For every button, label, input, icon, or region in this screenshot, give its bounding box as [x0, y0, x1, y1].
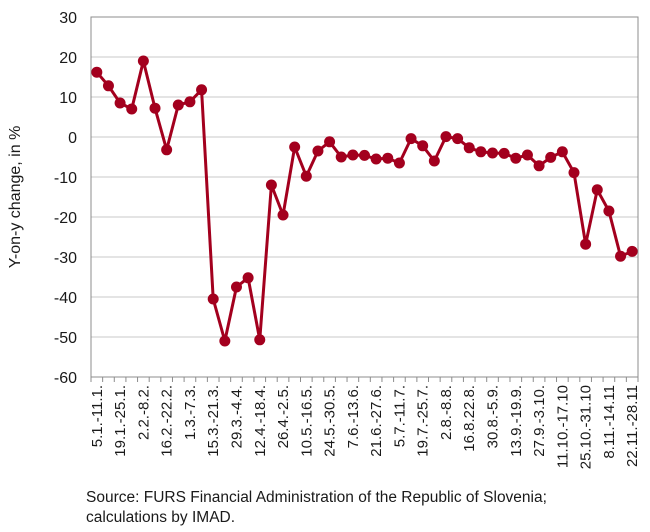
data-point	[230, 281, 242, 293]
y-tick-label: 0	[68, 130, 77, 147]
chart: 30 20 10 0 -10 -20 -30 -40 -50 -60 5.1.-11.1. 19.1…	[7, 10, 641, 469]
data-point	[359, 149, 370, 161]
x-tick-label: 27.9.-3.10.	[531, 385, 548, 457]
data-point	[207, 293, 219, 305]
data-point	[114, 97, 126, 109]
data-point	[265, 179, 277, 191]
data-point	[626, 245, 638, 257]
y-tick-label: -30	[54, 250, 77, 267]
data-point	[603, 205, 615, 217]
grid	[91, 16, 638, 378]
data-point	[289, 141, 301, 153]
data-point	[277, 209, 289, 221]
x-tick-label: 26.4.-2.5.	[275, 385, 292, 448]
data-point	[428, 155, 440, 167]
x-tick-label: 29.3.-4.4.	[228, 385, 245, 448]
x-tick-label: 10.5.-16.5.	[298, 385, 315, 457]
y-tick-label: -50	[54, 330, 77, 347]
data-point	[452, 133, 464, 145]
data-point	[498, 147, 510, 159]
data-point	[405, 133, 417, 145]
data-point	[591, 184, 603, 196]
x-tick-label: 16.2.-22.2.	[159, 385, 176, 457]
data-point	[568, 167, 580, 179]
data-point	[370, 153, 382, 165]
data-point	[300, 170, 312, 182]
x-tick-label: 2.2.-8.2.	[135, 385, 152, 440]
y-tick-label: -60	[54, 370, 77, 387]
x-tick-label: 22.11.-28.11	[624, 385, 641, 467]
data-point	[382, 152, 394, 164]
data-point	[324, 136, 336, 148]
x-tick-label: 16.8.22.8.	[461, 385, 478, 452]
x-tick-label: 21.6.-27.6.	[368, 385, 385, 457]
x-tick-label: 5.7.-11.7.	[391, 385, 408, 447]
x-tick-label: 8.11.-14.11	[601, 385, 618, 459]
x-tick-label: 24.5.-30.5.	[322, 385, 339, 457]
data-point	[393, 157, 405, 169]
x-tick-label: 7.6.-13.6.	[345, 385, 362, 448]
data-point	[137, 55, 149, 67]
x-tick-label: 12.4.-18.4.	[252, 385, 269, 457]
source-note: Source: FURS Financial Administration of…	[86, 489, 547, 526]
data-point	[172, 99, 184, 111]
data-point	[196, 84, 208, 96]
series-points	[91, 55, 638, 347]
data-point	[580, 238, 592, 250]
y-tick-label: -40	[54, 290, 77, 307]
data-point	[533, 160, 545, 172]
x-axis: 5.1.-11.1. 19.1.-25.1. 2.2.-8.2. 16.2.-22.2…	[89, 377, 641, 469]
y-axis-label: Y-on-y change, in %	[7, 126, 24, 269]
x-tick-label: 2.8.-8.8.	[438, 385, 455, 440]
data-point	[335, 151, 347, 163]
y-axis: 30 20 10 0 -10 -20 -30 -40 -50 -60	[54, 10, 77, 387]
data-point	[556, 146, 568, 158]
y-tick-label: 10	[59, 90, 77, 107]
data-point	[312, 145, 324, 157]
x-tick-label: 19.7.-25.7.	[415, 385, 432, 457]
x-tick-label: 13.9.-19.9.	[508, 385, 525, 457]
data-point	[184, 96, 196, 108]
x-tick-label: 5.1.-11.1.	[89, 385, 106, 447]
data-point	[615, 250, 627, 262]
x-tick-label: 19.1.-25.1.	[112, 385, 129, 457]
data-point	[545, 151, 557, 163]
y-tick-label: -20	[54, 210, 77, 227]
data-point	[440, 131, 452, 143]
data-point	[91, 66, 103, 78]
y-tick-label: -10	[54, 170, 77, 187]
x-tick-label: 25.10.-31.10	[578, 385, 595, 469]
data-point	[161, 144, 173, 156]
data-point	[463, 142, 475, 154]
data-point	[475, 146, 487, 158]
data-point	[521, 149, 533, 161]
data-point	[126, 103, 138, 115]
data-point	[254, 334, 266, 346]
data-point	[242, 272, 254, 284]
y-tick-label: 30	[59, 10, 77, 27]
x-tick-label: 11.10.-17.10	[554, 385, 571, 468]
plot-frame	[90, 16, 639, 378]
data-point	[417, 140, 429, 152]
data-point	[487, 147, 499, 159]
data-point	[149, 102, 161, 114]
x-tick-label: 1.3.-7.3.	[182, 385, 199, 440]
data-point	[510, 152, 522, 164]
y-tick-label: 20	[59, 50, 77, 67]
x-tick-label: 15.3.-21.3.	[205, 385, 222, 457]
data-point	[219, 335, 231, 347]
data-point	[347, 149, 359, 161]
data-point	[102, 80, 114, 92]
x-tick-label: 30.8.-5.9.	[485, 385, 502, 448]
